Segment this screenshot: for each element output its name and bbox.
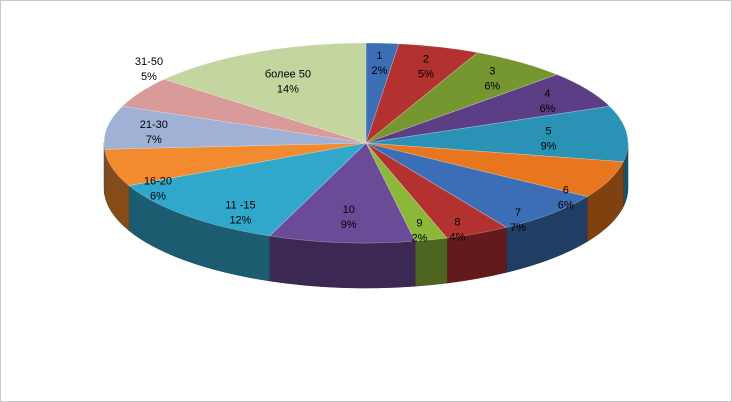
- slice-percent-6: 6%: [558, 200, 574, 212]
- pie-slice-5: [365, 105, 629, 163]
- slice-label-9: 9: [416, 217, 422, 229]
- pie-slice-12: [104, 142, 367, 186]
- slice-percent-13: 7%: [146, 134, 162, 146]
- slice-label-1: 1: [376, 50, 382, 62]
- slice-percent-11: 12%: [229, 214, 251, 226]
- pie-slice-1: [365, 42, 400, 144]
- pie-top: [103, 42, 629, 244]
- pie-slice-6: [365, 142, 624, 197]
- pie-labels: 12%25% 36%46%59%66%77%84%92%109%11 -1512%…: [135, 50, 574, 244]
- slice-percent-10: 9%: [341, 219, 357, 231]
- slice-percent-2: 5%: [418, 68, 434, 80]
- slice-label-12: 16-20: [144, 176, 172, 188]
- pie-slice-15: [163, 42, 367, 144]
- slice-label-3: 3: [489, 66, 495, 78]
- pie-slice-11: [128, 142, 367, 237]
- pie-side-walls: [103, 142, 629, 289]
- slice-percent-4: 6%: [539, 103, 555, 115]
- slice-percent-12: 6%: [150, 191, 166, 203]
- slice-label-6: 6: [563, 185, 569, 197]
- slice-label-11: 11 -15: [225, 199, 255, 211]
- pie-slice-9: [365, 142, 448, 242]
- pie-slice-7: [365, 142, 588, 228]
- slice-label-10: 10: [343, 204, 355, 216]
- pie-slice-3: [365, 52, 558, 144]
- slice-label-5: 5: [546, 125, 552, 137]
- slice-label-4: 4: [544, 88, 550, 100]
- slice-label-8: 8: [454, 216, 460, 228]
- pie-side-10: [269, 235, 416, 289]
- pie-slice-4: [365, 74, 611, 144]
- slice-percent-1: 2%: [372, 65, 388, 77]
- slice-percent-14: 5%: [141, 71, 157, 83]
- pie-side-13: [103, 142, 105, 195]
- pie-slice-13: [103, 105, 367, 150]
- pie-slice-8: [365, 142, 508, 239]
- slice-percent-15: 14%: [277, 84, 299, 96]
- slice-percent-3: 6%: [484, 81, 500, 93]
- slice-label-2: 2: [423, 53, 429, 65]
- slice-label-14: 31-50: [135, 56, 163, 68]
- slice-percent-7: 7%: [510, 222, 526, 234]
- pie-slice-2: [365, 43, 479, 144]
- slice-percent-9: 2%: [411, 232, 427, 244]
- pie-side-9: [414, 237, 448, 287]
- slice-label-13: 21-30: [140, 119, 168, 131]
- pie-slice-14: [121, 78, 367, 144]
- slice-percent-8: 4%: [450, 231, 466, 243]
- slice-percent-5: 9%: [541, 140, 557, 152]
- pie-slice-10: [268, 142, 416, 244]
- slice-label-15: более 50: [265, 69, 311, 81]
- slice-label-7: 7: [515, 207, 521, 219]
